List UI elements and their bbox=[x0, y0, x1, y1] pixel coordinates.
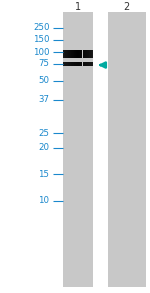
Bar bbox=[65, 62, 66, 66]
Bar bbox=[71, 62, 72, 66]
Bar bbox=[76, 62, 77, 66]
Bar bbox=[80, 62, 81, 66]
Text: 25: 25 bbox=[39, 129, 50, 138]
Bar bbox=[86, 50, 87, 58]
Bar bbox=[83, 50, 84, 58]
Bar bbox=[78, 62, 79, 66]
Bar bbox=[87, 62, 88, 66]
Bar bbox=[108, 12, 146, 287]
Bar bbox=[84, 50, 85, 58]
Bar bbox=[64, 62, 65, 66]
Bar bbox=[83, 62, 84, 66]
Bar bbox=[65, 50, 66, 58]
Bar bbox=[82, 50, 83, 58]
Bar bbox=[81, 62, 82, 66]
Bar bbox=[81, 50, 82, 58]
Text: 10: 10 bbox=[39, 196, 50, 205]
Bar bbox=[78, 50, 79, 58]
Bar bbox=[71, 50, 72, 58]
Bar bbox=[79, 50, 80, 58]
Text: 37: 37 bbox=[39, 95, 50, 104]
Bar bbox=[82, 62, 83, 66]
Bar bbox=[72, 50, 73, 58]
Bar bbox=[68, 62, 69, 66]
Text: 20: 20 bbox=[39, 144, 50, 152]
Bar bbox=[89, 62, 90, 66]
Bar bbox=[87, 50, 88, 58]
Bar bbox=[77, 62, 78, 66]
Bar bbox=[91, 50, 92, 58]
Bar bbox=[75, 50, 76, 58]
Bar bbox=[69, 62, 70, 66]
Bar bbox=[85, 62, 86, 66]
Bar bbox=[90, 62, 91, 66]
Bar bbox=[89, 50, 90, 58]
Bar bbox=[74, 62, 75, 66]
Bar bbox=[64, 50, 65, 58]
Bar bbox=[90, 50, 91, 58]
Bar bbox=[84, 62, 85, 66]
Bar bbox=[85, 50, 86, 58]
Bar bbox=[73, 62, 74, 66]
Text: 250: 250 bbox=[33, 23, 50, 32]
Bar bbox=[66, 50, 67, 58]
Bar bbox=[68, 50, 69, 58]
Bar bbox=[63, 50, 64, 58]
Bar bbox=[74, 50, 75, 58]
Text: 75: 75 bbox=[39, 59, 50, 68]
Bar bbox=[76, 50, 77, 58]
Bar bbox=[72, 62, 73, 66]
Bar bbox=[88, 62, 89, 66]
Text: 2: 2 bbox=[124, 2, 130, 12]
Bar bbox=[88, 50, 89, 58]
Bar bbox=[91, 62, 92, 66]
Bar bbox=[70, 50, 71, 58]
Bar bbox=[69, 50, 70, 58]
Bar bbox=[63, 62, 64, 66]
Text: 1: 1 bbox=[75, 2, 81, 12]
Bar bbox=[92, 62, 93, 66]
Text: 50: 50 bbox=[39, 76, 50, 85]
Bar bbox=[67, 62, 68, 66]
Bar bbox=[86, 62, 87, 66]
Bar bbox=[70, 62, 71, 66]
Text: 150: 150 bbox=[33, 35, 50, 44]
Bar bbox=[80, 50, 81, 58]
Bar bbox=[77, 50, 78, 58]
Bar bbox=[63, 12, 93, 287]
Bar bbox=[79, 62, 80, 66]
Bar bbox=[67, 50, 68, 58]
Bar bbox=[75, 62, 76, 66]
Text: 15: 15 bbox=[39, 170, 50, 179]
Text: 100: 100 bbox=[33, 48, 50, 57]
Bar bbox=[73, 50, 74, 58]
Bar bbox=[92, 50, 93, 58]
Bar bbox=[66, 62, 67, 66]
